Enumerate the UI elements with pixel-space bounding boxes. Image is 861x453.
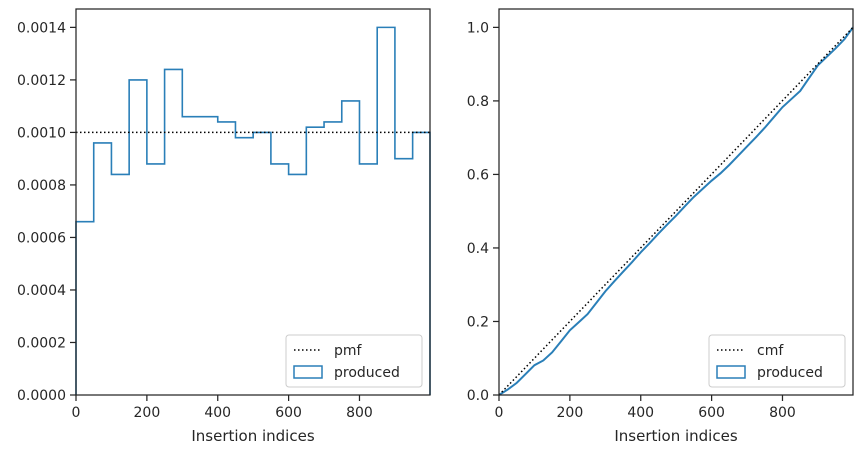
- legend-produced-swatch: [293, 365, 323, 379]
- x-tick-label: 0: [72, 405, 81, 421]
- histogram-panel: 0 200 400 600 800 0.00000.00020.00040.00060.…: [17, 8, 431, 445]
- y-tick-label: 0.8: [467, 94, 489, 110]
- cumulative-x-ticks: 0 200 400 600 800: [495, 395, 796, 421]
- x-tick-label: 400: [204, 405, 231, 421]
- x-tick-label: 600: [698, 405, 725, 421]
- x-tick-label: 400: [627, 405, 654, 421]
- legend-produced-swatch: [716, 365, 746, 379]
- legend-produced-label: produced: [334, 365, 400, 381]
- histogram-x-ticks: 0 200 400 600 800: [72, 395, 373, 421]
- cmf-reference-line: [498, 26, 854, 396]
- y-tick-label: 0.0002: [17, 335, 66, 351]
- x-tick-label: 0: [495, 405, 504, 421]
- y-tick-label: 0.4: [467, 241, 489, 257]
- x-tick-label: 800: [346, 405, 373, 421]
- y-tick-label: 0.0000: [17, 388, 66, 404]
- y-tick-label: 0.0008: [17, 178, 66, 194]
- x-tick-label: 800: [769, 405, 796, 421]
- y-tick-label: 0.0004: [17, 283, 66, 299]
- histogram-axes-frame: [75, 8, 431, 396]
- cumulative-x-axis-label: Insertion indices: [614, 427, 737, 445]
- y-tick-label: 0.0006: [17, 230, 66, 246]
- histogram-marks: [75, 26, 431, 395]
- cumulative-marks: [498, 26, 854, 396]
- cumulative-panel: 0 200 400 600 800 0.0 0.2 0.4 0.6 0.8 1.0 Inserti…: [467, 8, 854, 445]
- x-tick-label: 200: [134, 405, 161, 421]
- histogram-y-ticks: 0.0000 0.0002 0.0004 0.0006 0.0008 0.0010 0.00…: [17, 20, 76, 404]
- y-tick-label: 0.0012: [17, 73, 66, 89]
- x-tick-label: 200: [557, 405, 584, 421]
- histogram-legend-box: [285, 334, 423, 388]
- legend-cmf-label: cmf: [757, 343, 784, 359]
- legend-produced-label: produced: [757, 365, 823, 381]
- cumulative-legend: cmf produced: [708, 334, 846, 388]
- histogram-legend: pmf produced: [285, 334, 423, 388]
- y-tick-label: 0.0: [467, 388, 489, 404]
- legend-pmf-label: pmf: [334, 343, 363, 359]
- y-tick-label: 0.0010: [17, 125, 66, 141]
- cumulative-legend-box: [708, 334, 846, 388]
- y-tick-label: 0.6: [467, 167, 489, 183]
- y-tick-label: 1.0: [467, 20, 489, 36]
- histogram-x-axis-label: Insertion indices: [191, 427, 314, 445]
- produced-cumulative-line: [498, 26, 854, 396]
- y-tick-label: 0.0014: [17, 20, 66, 36]
- cumulative-axes-frame: [498, 8, 854, 396]
- y-tick-label: 0.2: [467, 314, 489, 330]
- x-tick-label: 600: [275, 405, 302, 421]
- cumulative-y-ticks: 0.0 0.2 0.4 0.6 0.8 1.0: [467, 20, 499, 404]
